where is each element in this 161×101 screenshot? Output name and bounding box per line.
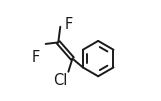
Text: F: F [32, 50, 40, 65]
Text: F: F [64, 17, 72, 32]
Text: Cl: Cl [53, 73, 67, 88]
